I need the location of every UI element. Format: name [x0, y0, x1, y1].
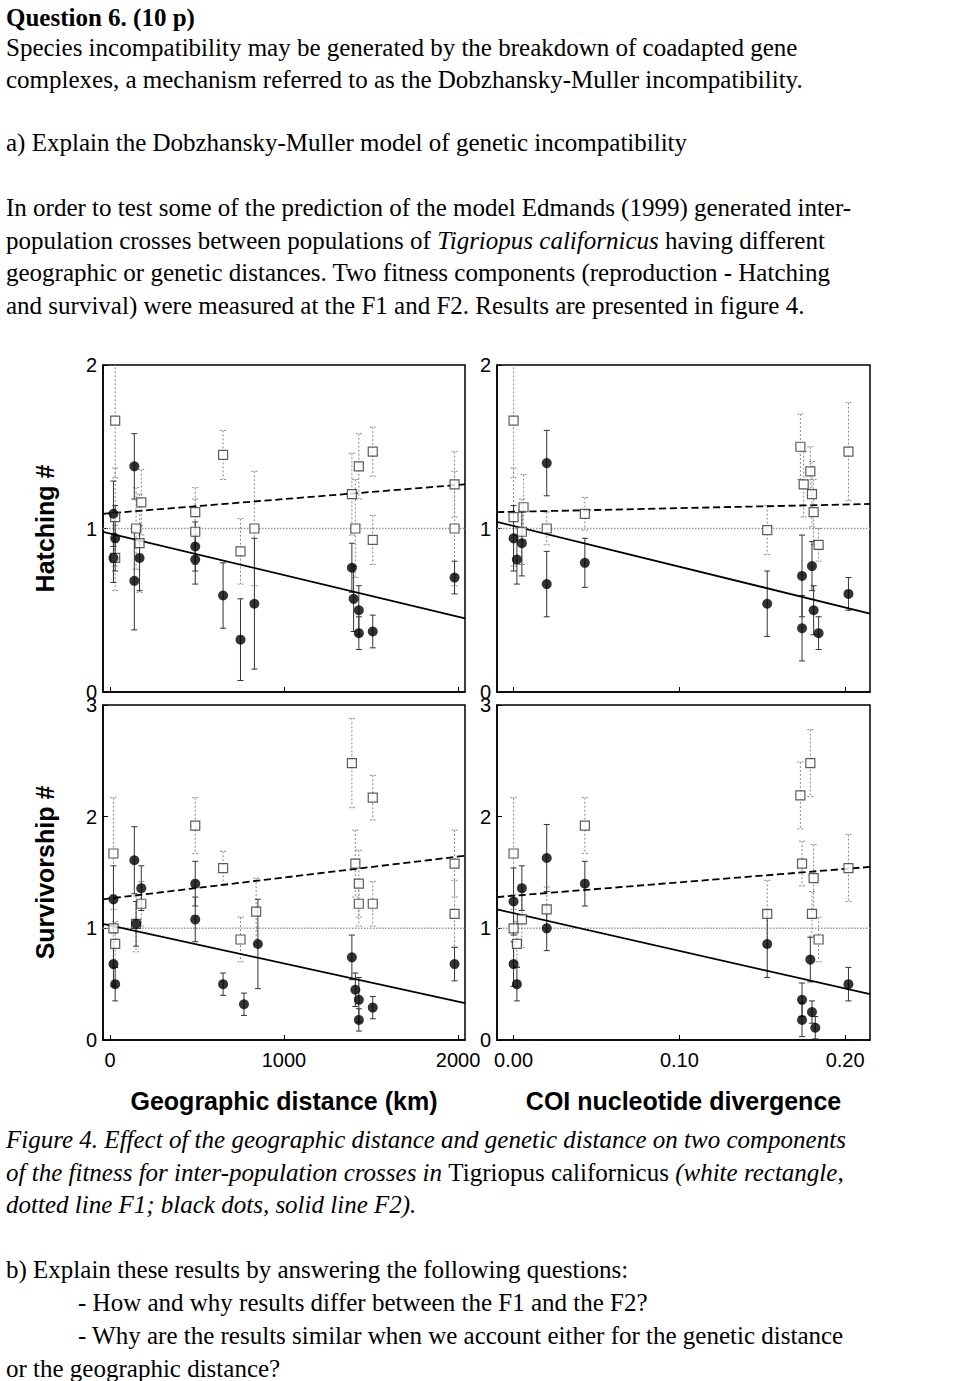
svg-text:2: 2: [86, 355, 97, 376]
svg-text:2: 2: [86, 806, 97, 828]
svg-text:0: 0: [85, 681, 97, 703]
svg-text:0: 0: [480, 1029, 491, 1051]
svg-text:0: 0: [104, 1049, 115, 1071]
svg-text:2: 2: [480, 355, 491, 376]
html-text:dotted line F1; black dots, so: dotted line F1; black dots, solid line F…: [6, 1191, 417, 1218]
svg-text:2000: 2000: [436, 1049, 481, 1071]
html-text:population crosses between pop: population crosses between populations o…: [6, 226, 825, 254]
html-text:or the geographic distance?: or the geographic distance?: [6, 1355, 281, 1381]
svg-text:Hatching #: Hatching #: [31, 465, 59, 593]
html-text:Figure 4. Effect of the geogra: Figure 4. Effect of the geographic dista…: [6, 1126, 846, 1153]
svg-text:0.20: 0.20: [826, 1049, 865, 1071]
svg-text:Geographic distance (km): Geographic distance (km): [130, 1087, 437, 1115]
html-text:complexes, a mechanism referre: complexes, a mechanism referred to as th…: [6, 66, 803, 93]
svg-text:1: 1: [86, 518, 97, 540]
html-text:a) Explain the Dobzhansky-Mull: a) Explain the Dobzhansky-Muller model o…: [6, 129, 688, 156]
html-text:Question 6. (10 p): Question 6. (10 p): [6, 4, 195, 31]
html-text:Species incompatibility may be: Species incompatibility may be generated…: [6, 34, 798, 61]
svg-text:0: 0: [86, 1029, 97, 1051]
html-text:and survival) were measured at: and survival) were measured at the F1 an…: [6, 292, 805, 320]
html-text:- How and why results differ b: - How and why results differ between the…: [78, 1289, 648, 1316]
svg-text:0: 0: [479, 681, 491, 703]
html-text:of the fitness for inter-popul: of the fitness for inter-population cros…: [6, 1158, 844, 1186]
html-text:geographic or genetic distance: geographic or genetic distances. Two fit…: [6, 259, 830, 287]
svg-text:3: 3: [480, 694, 491, 716]
svg-text:3: 3: [86, 694, 97, 716]
svg-text:2: 2: [480, 806, 491, 828]
svg-text:COI nucleotide divergence: COI nucleotide divergence: [526, 1087, 841, 1115]
html-text:b) Explain these results by an: b) Explain these results by answering th…: [6, 1256, 629, 1283]
svg-text:1: 1: [480, 917, 491, 939]
svg-text:0.10: 0.10: [660, 1049, 699, 1071]
html-text:In order to test some of the p: In order to test some of the prediction …: [6, 194, 852, 221]
svg-text:0.00: 0.00: [494, 1049, 533, 1071]
svg-text:Survivorship #: Survivorship #: [31, 786, 59, 960]
svg-text:1000: 1000: [262, 1049, 307, 1071]
svg-text:1: 1: [480, 518, 491, 540]
svg-text:1: 1: [86, 917, 97, 939]
html-text:- Why are the results similar: - Why are the results similar when we ac…: [78, 1322, 844, 1349]
